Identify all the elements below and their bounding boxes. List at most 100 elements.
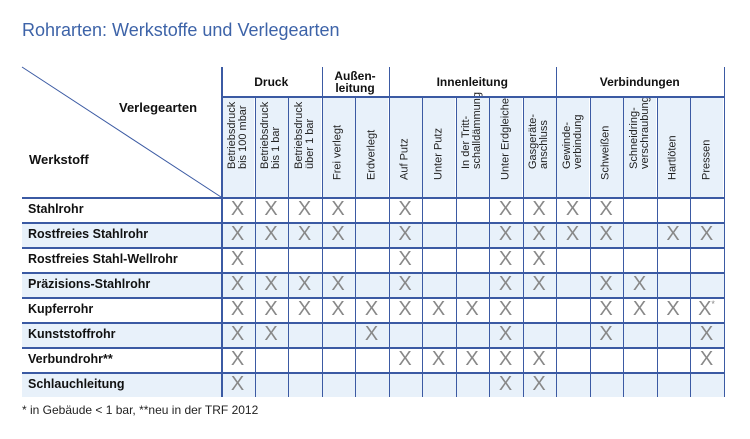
mark-x: X — [565, 223, 580, 245]
table-row: Präzisions-Stahlrohr X X X X X X X X X — [22, 272, 724, 297]
table-cell: X — [288, 222, 321, 247]
table-cell — [657, 322, 690, 347]
mark-x: X — [532, 348, 546, 370]
row-label: Schlauchleitung — [28, 377, 125, 391]
table-cell — [657, 197, 690, 222]
column-header-label: Unter Putz — [432, 128, 444, 180]
table-cell — [456, 197, 489, 222]
table-cell: X — [221, 272, 254, 297]
table-cell: X — [489, 222, 522, 247]
mark-x: X — [230, 373, 245, 395]
mark-x: X — [230, 298, 245, 320]
table-cell: X — [389, 222, 422, 247]
mark-x: X — [230, 248, 245, 270]
table-cell — [556, 322, 589, 347]
mark-x: X — [297, 298, 312, 320]
table-cell: X — [690, 347, 723, 372]
table-cell — [623, 347, 656, 372]
table-cell: X — [389, 247, 422, 272]
mark-x: X — [398, 298, 412, 320]
table-cell: X — [221, 347, 254, 372]
table-cell — [623, 372, 656, 397]
mark-x: X — [498, 348, 513, 370]
table-cell: X — [556, 222, 589, 247]
column-header: Schweißen — [589, 97, 623, 197]
table-cell: X — [590, 272, 623, 297]
grid-line — [288, 96, 289, 397]
mark-x: X — [698, 298, 712, 320]
table-cell — [623, 322, 656, 347]
grid-line — [22, 372, 725, 374]
mark-x: X — [264, 223, 278, 245]
mark-x: X — [230, 223, 245, 245]
table-cell: X — [221, 372, 254, 397]
table-cell — [590, 247, 623, 272]
grid-line — [623, 96, 624, 397]
column-header-label: Betriebsdruck bis 100 mbar — [225, 101, 249, 169]
table-cell: X — [322, 222, 355, 247]
mark-x: X — [264, 273, 278, 295]
table-cell: X — [389, 197, 422, 222]
mark-x: X — [431, 298, 446, 320]
corner-label-werkstoff: Werkstoff — [29, 152, 89, 167]
table-row: Verbundrohr** X X X X X X X — [22, 347, 724, 372]
group-header: Druck — [254, 74, 289, 89]
table-cell: X — [489, 347, 522, 372]
grid-line — [422, 96, 423, 397]
table-cell: X — [221, 222, 254, 247]
mark-x: X — [699, 348, 714, 370]
table-cell — [322, 322, 355, 347]
group-divider — [723, 67, 725, 96]
grid-line — [22, 297, 725, 299]
grid-line — [221, 67, 223, 397]
group-divider — [388, 67, 390, 96]
mark-x: X — [599, 198, 613, 220]
grid-line — [690, 96, 691, 397]
table-cell: X — [255, 322, 288, 347]
table-cell: X — [590, 297, 623, 322]
table-cell: X — [489, 372, 522, 397]
column-header-label: Betriebsdruck bis 1 bar — [259, 101, 282, 169]
table-cell — [355, 222, 388, 247]
mark-x: X — [398, 223, 412, 245]
table-cell — [422, 247, 455, 272]
table-cell: X — [489, 247, 522, 272]
row-label: Rostfreies Stahlrohr — [28, 227, 149, 241]
table-cell — [456, 247, 489, 272]
footnote-marker: * — [711, 299, 715, 309]
grid-line — [723, 96, 725, 397]
grid-line — [522, 96, 524, 397]
grid-line — [22, 322, 725, 324]
table-cell: X — [255, 272, 288, 297]
grid-line — [22, 347, 725, 349]
mark-x: X — [599, 323, 613, 345]
column-header: Schneidring- verschraubung — [623, 96, 656, 197]
table-cell — [556, 272, 589, 297]
table-cell: X — [690, 322, 723, 347]
table-cell — [322, 247, 355, 272]
table-cell: X — [523, 372, 556, 397]
column-header: Gewinde- verbindung — [556, 97, 589, 197]
column-header-label: Hartlöten — [666, 135, 679, 180]
table-cell — [690, 372, 723, 397]
table-cell — [590, 347, 623, 372]
group-divider — [556, 67, 557, 96]
row-label: Rostfreies Stahl-Wellrohr — [28, 252, 178, 266]
mark-x: X — [632, 273, 647, 295]
mark-x: X — [297, 273, 312, 295]
mark-x: X — [230, 273, 245, 295]
column-header-label: Frei verlegt — [331, 124, 344, 180]
table-cell — [355, 372, 388, 397]
table-cell — [422, 222, 455, 247]
table-cell: X — [523, 197, 556, 222]
mark-x: X — [498, 273, 513, 295]
table-cell: X — [355, 322, 388, 347]
table-cell: X — [221, 247, 254, 272]
table-cell: X — [489, 322, 522, 347]
table-cell: X — [523, 347, 556, 372]
grid-line — [589, 96, 591, 397]
table-cell — [288, 372, 321, 397]
grid-line — [656, 96, 658, 397]
table-row: Stahlrohr X X X X X X X X X — [22, 197, 724, 222]
column-header-label: Schweißen — [599, 125, 612, 180]
